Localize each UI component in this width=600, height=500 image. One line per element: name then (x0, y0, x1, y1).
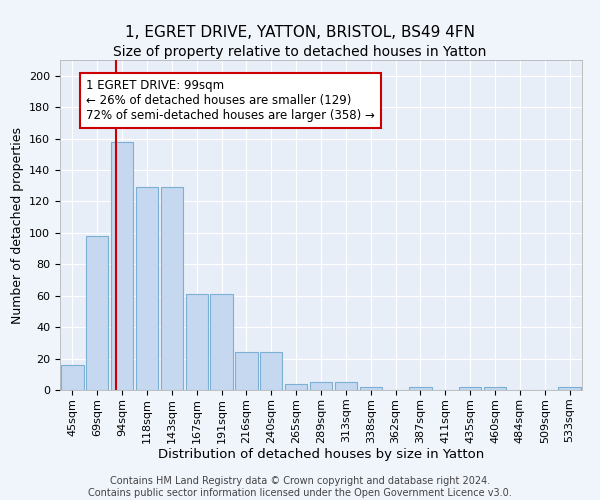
Text: 1, EGRET DRIVE, YATTON, BRISTOL, BS49 4FN: 1, EGRET DRIVE, YATTON, BRISTOL, BS49 4F… (125, 25, 475, 40)
Bar (136, 188, 158, 390)
Text: Contains HM Land Registry data © Crown copyright and database right 2024.
Contai: Contains HM Land Registry data © Crown c… (88, 476, 512, 498)
Bar (335, 382, 357, 390)
Bar (211, 294, 233, 390)
Bar (459, 387, 481, 390)
Bar (185, 294, 208, 390)
Bar (484, 387, 506, 390)
Text: Size of property relative to detached houses in Yatton: Size of property relative to detached ho… (113, 45, 487, 59)
Bar (559, 387, 581, 390)
Text: 1 EGRET DRIVE: 99sqm
← 26% of detached houses are smaller (129)
72% of semi-deta: 1 EGRET DRIVE: 99sqm ← 26% of detached h… (86, 79, 375, 122)
Bar (359, 387, 382, 390)
Bar (111, 142, 133, 390)
Bar (61, 365, 83, 390)
Bar (310, 382, 332, 390)
Y-axis label: Number of detached properties: Number of detached properties (11, 126, 23, 324)
Bar (285, 384, 307, 390)
X-axis label: Distribution of detached houses by size in Yatton: Distribution of detached houses by size … (158, 448, 484, 462)
Bar (409, 387, 431, 390)
Bar (86, 236, 109, 390)
Bar (235, 352, 257, 390)
Bar (161, 188, 183, 390)
Bar (260, 352, 283, 390)
